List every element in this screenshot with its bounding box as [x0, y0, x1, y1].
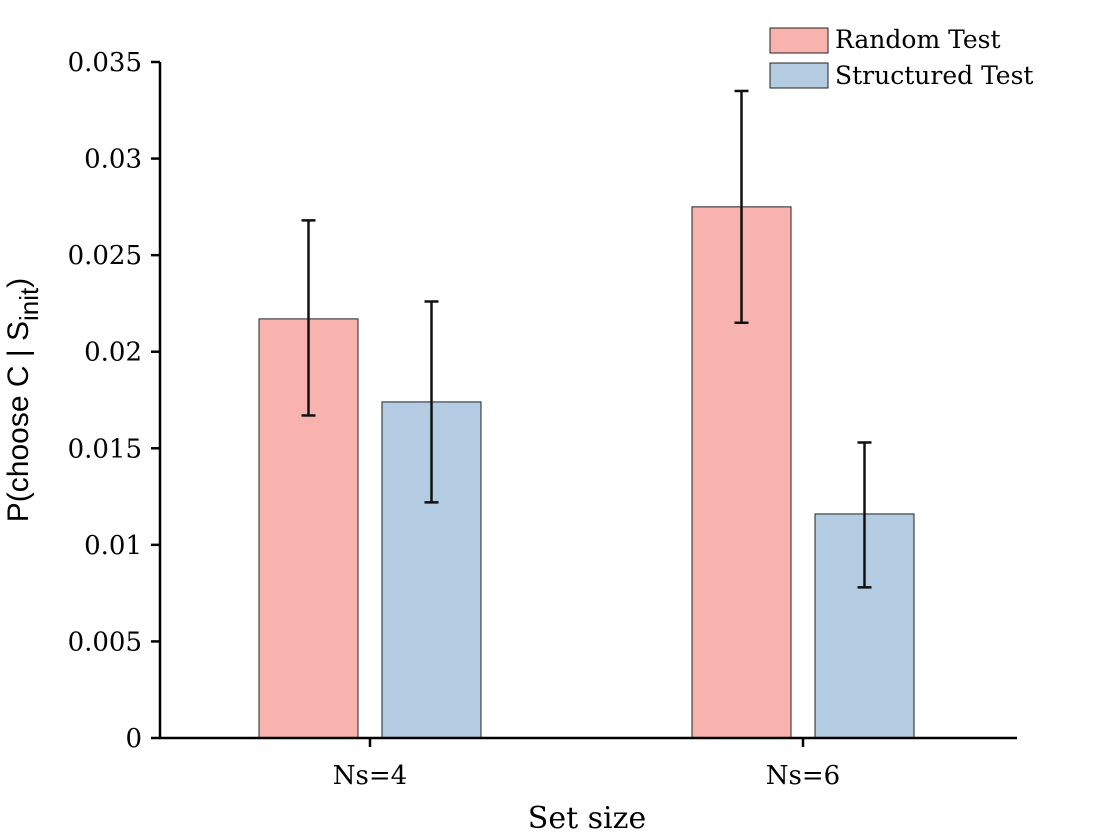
x-tick-label: Ns=6 — [766, 761, 840, 791]
legend: Random Test Structured Test — [769, 25, 1033, 90]
x-tick-label: Ns=4 — [333, 761, 407, 791]
y-tick-label: 0.02 — [84, 338, 142, 368]
legend-swatch-random — [769, 27, 829, 54]
bars-layer — [258, 206, 915, 739]
legend-swatch-structured — [769, 62, 829, 89]
y-axis-title: P(choose C | Sinit) — [2, 278, 44, 522]
y-axis-title-close: ) — [2, 278, 35, 288]
y-tick-label: 0.015 — [68, 434, 142, 464]
y-tick-label: 0.035 — [68, 48, 142, 78]
x-ticks-layer: Ns=4 Ns=6 — [333, 738, 840, 791]
x-axis-title: Set size — [528, 801, 646, 836]
legend-label-structured: Structured Test — [835, 61, 1033, 90]
legend-label-random: Random Test — [835, 25, 1001, 54]
y-tick-label: 0.005 — [68, 627, 142, 657]
y-axis-title-main: P(choose C | S — [2, 321, 35, 522]
error-bars-layer — [301, 89, 872, 589]
y-tick-label: 0.025 — [68, 241, 142, 271]
y-tick-label: 0.01 — [84, 531, 142, 561]
axes-layer — [158, 62, 1017, 740]
y-tick-label: 0 — [125, 724, 142, 754]
y-ticks-layer: 0 0.005 0.01 0.015 0.02 0.025 0.03 0.035 — [68, 48, 160, 754]
y-tick-label: 0.03 — [84, 145, 142, 175]
y-axis-title-subscript: init — [14, 287, 44, 321]
